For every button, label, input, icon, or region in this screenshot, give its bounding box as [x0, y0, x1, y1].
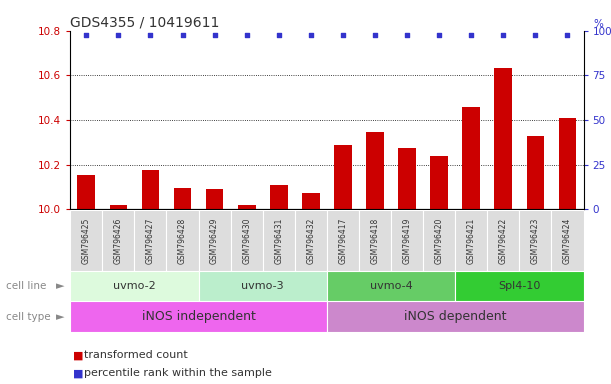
Point	[466, 32, 476, 38]
Bar	[334, 144, 352, 209]
Point	[178, 32, 188, 38]
Text: percentile rank within the sample: percentile rank within the sample	[84, 368, 272, 378]
Bar	[366, 132, 384, 209]
Bar	[455, 271, 584, 301]
Text: GSM796418: GSM796418	[370, 217, 379, 263]
Text: iNOS dependent: iNOS dependent	[404, 310, 507, 323]
Text: GSM796421: GSM796421	[467, 217, 476, 263]
Bar	[70, 210, 103, 271]
Point	[402, 32, 412, 38]
Text: ■: ■	[73, 350, 84, 360]
Point	[370, 32, 380, 38]
Text: GSM796417: GSM796417	[338, 217, 348, 263]
Bar	[70, 301, 327, 332]
Bar	[174, 188, 191, 209]
Bar	[199, 210, 231, 271]
Text: GSM796425: GSM796425	[82, 217, 91, 263]
Text: GSM796423: GSM796423	[531, 217, 540, 263]
Point	[434, 32, 444, 38]
Bar	[199, 271, 327, 301]
Bar	[463, 107, 480, 209]
Bar	[263, 210, 295, 271]
Bar	[295, 210, 327, 271]
Point	[499, 32, 508, 38]
Point	[145, 32, 155, 38]
Bar	[109, 205, 127, 209]
Bar	[231, 210, 263, 271]
Bar	[166, 210, 199, 271]
Text: GSM796424: GSM796424	[563, 217, 572, 263]
Text: %: %	[594, 19, 604, 29]
Bar	[270, 185, 288, 209]
Point	[306, 32, 316, 38]
Text: ■: ■	[73, 368, 84, 378]
Point	[81, 32, 91, 38]
Bar	[70, 271, 199, 301]
Point	[242, 32, 252, 38]
Text: Spl4-10: Spl4-10	[498, 281, 541, 291]
Point	[530, 32, 540, 38]
Text: GSM796429: GSM796429	[210, 217, 219, 263]
Text: GSM796428: GSM796428	[178, 217, 187, 263]
Bar	[455, 210, 488, 271]
Text: GSM796419: GSM796419	[403, 217, 412, 263]
Bar	[430, 156, 448, 209]
Bar	[302, 192, 320, 209]
Text: GSM796431: GSM796431	[274, 217, 284, 263]
Bar	[527, 136, 544, 209]
Bar	[398, 148, 416, 209]
Text: GSM796430: GSM796430	[242, 217, 251, 264]
Bar	[519, 210, 552, 271]
Text: cell line: cell line	[6, 281, 46, 291]
Text: ►: ►	[56, 281, 64, 291]
Point	[114, 32, 123, 38]
Point	[338, 32, 348, 38]
Bar	[206, 189, 224, 209]
Point	[210, 32, 219, 38]
Bar	[359, 210, 391, 271]
Bar	[327, 301, 584, 332]
Bar	[391, 210, 423, 271]
Text: GDS4355 / 10419611: GDS4355 / 10419611	[70, 16, 219, 30]
Point	[274, 32, 284, 38]
Text: GSM796427: GSM796427	[146, 217, 155, 263]
Bar	[327, 210, 359, 271]
Text: cell type: cell type	[6, 312, 51, 322]
Text: GSM796420: GSM796420	[434, 217, 444, 263]
Point	[563, 32, 573, 38]
Bar	[142, 170, 159, 209]
Bar	[558, 118, 576, 209]
Text: GSM796426: GSM796426	[114, 217, 123, 263]
Text: ►: ►	[56, 312, 64, 322]
Bar	[78, 175, 95, 209]
Text: iNOS independent: iNOS independent	[142, 310, 255, 323]
Bar	[327, 271, 455, 301]
Text: uvmo-3: uvmo-3	[241, 281, 284, 291]
Text: uvmo-4: uvmo-4	[370, 281, 412, 291]
Bar	[494, 68, 512, 209]
Bar	[103, 210, 134, 271]
Bar	[423, 210, 455, 271]
Text: GSM796422: GSM796422	[499, 217, 508, 263]
Bar	[134, 210, 166, 271]
Bar	[552, 210, 584, 271]
Text: uvmo-2: uvmo-2	[113, 281, 156, 291]
Text: transformed count: transformed count	[84, 350, 188, 360]
Bar	[238, 205, 255, 209]
Text: GSM796432: GSM796432	[306, 217, 315, 263]
Bar	[488, 210, 519, 271]
